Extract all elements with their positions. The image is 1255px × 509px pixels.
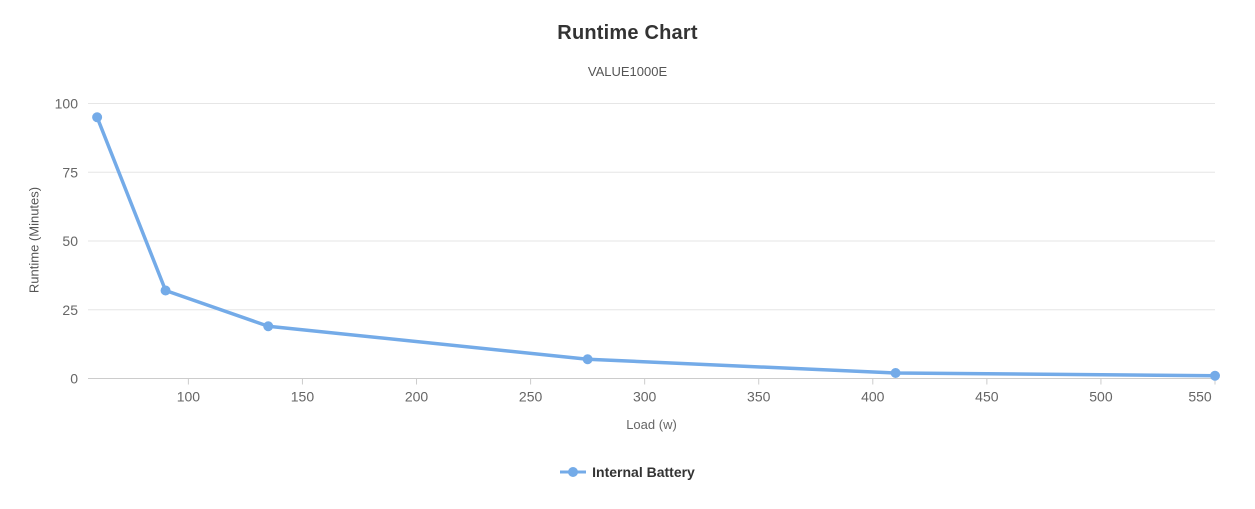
series-line [95,115,1217,378]
legend: Internal Battery [0,464,1255,480]
x-tick-label: 250 [519,389,543,405]
x-tick-label: 400 [861,389,885,405]
legend-marker-icon [560,467,587,477]
y-tick-label: 100 [55,96,79,112]
x-tick-label: 300 [633,389,657,405]
data-point-marker[interactable] [263,321,274,332]
x-tick-label: 350 [747,389,771,405]
data-point-marker[interactable] [1210,370,1220,381]
x-tick-label: 100 [177,389,201,405]
legend-item-internal-battery[interactable]: Internal Battery [560,464,695,480]
data-point-marker[interactable] [92,112,103,123]
y-axis-title: Runtime (Minutes) [26,186,42,294]
data-point-marker[interactable] [890,368,901,378]
y-tick-label: 25 [62,302,78,318]
data-point-marker[interactable] [582,354,593,365]
chart-subtitle: VALUE1000E [587,64,668,79]
x-tick-label: 550 [1188,389,1212,405]
y-tick-label: 75 [62,164,78,180]
x-tick-label: 150 [291,389,315,405]
chart-title: Runtime Chart [557,22,698,44]
x-tick-label: 200 [405,389,429,405]
x-axis-title: Load (w) [626,417,677,432]
legend-item-label: Internal Battery [592,464,695,480]
data-point-marker[interactable] [160,285,171,296]
x-tick-label: 450 [975,389,999,405]
x-tick-label: 500 [1089,389,1113,405]
y-tick-label: 50 [62,233,78,249]
y-tick-label: 0 [70,371,78,387]
